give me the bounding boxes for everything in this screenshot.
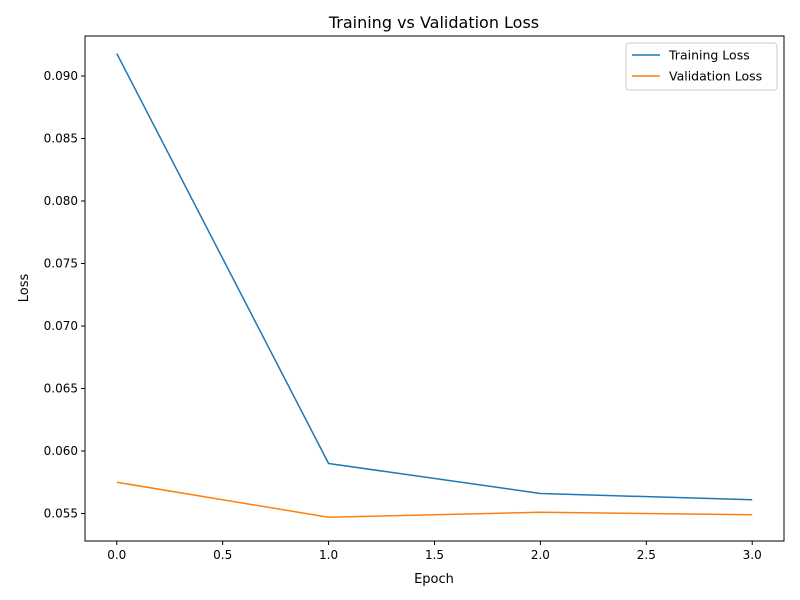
y-tick-label: 0.080: [44, 194, 78, 208]
x-tick-label: 2.0: [531, 548, 550, 562]
y-tick-label: 0.070: [44, 319, 78, 333]
training-loss-legend-label: Training Loss: [668, 48, 750, 63]
validation-loss-legend-label: Validation Loss: [669, 69, 762, 84]
series-lines: [116, 53, 753, 518]
training-loss-line: [116, 53, 753, 501]
y-tick-label: 0.060: [44, 444, 78, 458]
chart-legend: Training Loss Validation Loss: [625, 42, 778, 91]
y-tick-label: 0.085: [44, 132, 78, 146]
x-tick-label: 1.5: [425, 548, 444, 562]
x-tick-label: 3.0: [743, 548, 762, 562]
plot-frame: [84, 35, 785, 542]
y-tick-label: 0.055: [44, 507, 78, 521]
y-tick-label: 0.075: [44, 257, 78, 271]
validation-loss-line: [116, 481, 753, 518]
x-tick-label: 0.5: [213, 548, 232, 562]
y-axis-ticks: 0.055 0.060 0.065 0.070 0.075 0.080 0.085 0.090: [44, 69, 85, 521]
y-tick-label: 0.065: [44, 382, 78, 396]
x-tick-label: 2.5: [637, 548, 656, 562]
x-axis-label: Epoch: [414, 572, 454, 587]
x-axis-ticks: 0.0 0.5 1.0 1.5 2.0 2.5 3.0: [107, 541, 762, 562]
y-tick-label: 0.090: [44, 69, 78, 83]
y-axis-label: Loss: [17, 274, 32, 303]
x-tick-label: 0.0: [107, 548, 126, 562]
x-tick-label: 1.0: [319, 548, 338, 562]
chart-title: Training vs Validation Loss: [328, 13, 539, 32]
legend-box: [625, 42, 778, 91]
